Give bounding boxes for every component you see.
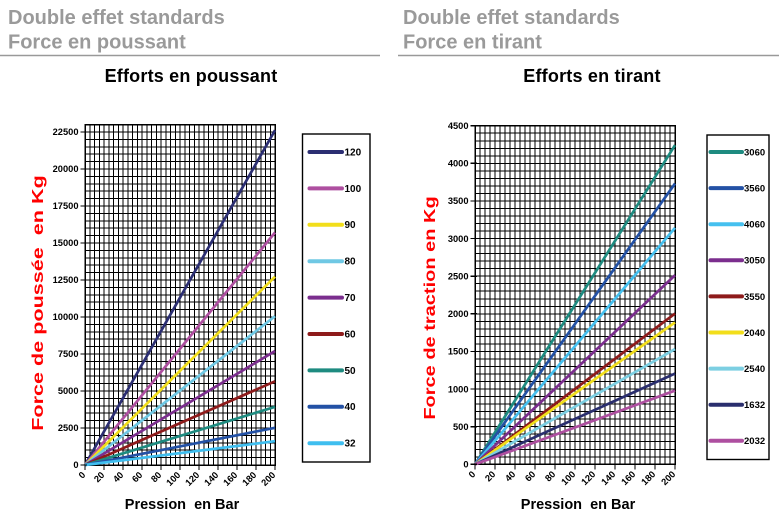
svg-text:1000: 1000	[448, 384, 469, 394]
svg-text:3000: 3000	[448, 234, 469, 244]
svg-text:7500: 7500	[58, 349, 79, 359]
svg-text:Efforts en poussant: Efforts en poussant	[105, 66, 278, 86]
svg-text:20000: 20000	[53, 164, 79, 174]
svg-text:160: 160	[221, 470, 239, 488]
svg-text:0: 0	[73, 460, 78, 470]
svg-text:60: 60	[345, 329, 357, 340]
svg-text:180: 180	[639, 469, 657, 487]
svg-text:40: 40	[345, 402, 357, 413]
svg-text:3050: 3050	[744, 256, 765, 267]
svg-text:50: 50	[345, 366, 357, 377]
svg-text:10000: 10000	[53, 312, 79, 322]
svg-text:100: 100	[164, 470, 182, 488]
svg-text:90: 90	[345, 220, 357, 231]
svg-text:Force en poussant: Force en poussant	[8, 32, 186, 54]
svg-text:80: 80	[543, 469, 557, 483]
svg-text:2500: 2500	[448, 271, 469, 281]
svg-text:3060: 3060	[744, 147, 765, 158]
svg-text:40: 40	[503, 469, 517, 483]
svg-text:Double effet standards: Double effet standards	[403, 7, 620, 29]
svg-text:Force en tirant: Force en tirant	[403, 32, 542, 54]
svg-text:0: 0	[77, 470, 88, 481]
svg-text:5000: 5000	[58, 386, 79, 396]
svg-text:100: 100	[345, 184, 362, 195]
svg-text:17500: 17500	[53, 201, 79, 211]
svg-text:Double effet standards: Double effet standards	[8, 7, 225, 29]
svg-text:Force de poussée en Kg: Force de poussée en Kg	[30, 175, 48, 431]
svg-text:20: 20	[92, 470, 106, 484]
svg-text:1632: 1632	[744, 400, 765, 411]
svg-text:40: 40	[111, 470, 125, 484]
svg-text:60: 60	[523, 469, 537, 483]
svg-text:0: 0	[463, 460, 468, 470]
svg-text:0: 0	[467, 469, 478, 480]
svg-text:Efforts en tirant: Efforts en tirant	[523, 66, 660, 86]
svg-text:3550: 3550	[744, 292, 765, 303]
svg-text:60: 60	[130, 470, 144, 484]
svg-text:2040: 2040	[744, 328, 765, 339]
svg-text:100: 100	[559, 469, 577, 487]
svg-text:2500: 2500	[58, 423, 79, 433]
svg-text:4000: 4000	[448, 159, 469, 169]
svg-text:Pression en Bar: Pression en Bar	[521, 497, 636, 513]
svg-text:80: 80	[345, 257, 357, 268]
svg-text:Force de traction en Kg: Force de traction en Kg	[421, 196, 439, 419]
svg-text:120: 120	[579, 469, 597, 487]
svg-text:3560: 3560	[744, 184, 765, 195]
svg-text:12500: 12500	[53, 275, 79, 285]
svg-text:2000: 2000	[448, 309, 469, 319]
svg-text:4500: 4500	[448, 121, 469, 131]
svg-text:20: 20	[483, 469, 497, 483]
svg-text:180: 180	[240, 470, 258, 488]
svg-text:4060: 4060	[744, 220, 765, 231]
svg-text:2540: 2540	[744, 364, 765, 375]
svg-text:120: 120	[183, 470, 201, 488]
svg-text:500: 500	[453, 422, 469, 432]
svg-text:160: 160	[619, 469, 637, 487]
svg-text:32: 32	[345, 439, 357, 450]
svg-text:80: 80	[149, 470, 163, 484]
svg-text:15000: 15000	[53, 238, 79, 248]
svg-text:70: 70	[345, 293, 357, 304]
svg-text:22500: 22500	[53, 127, 79, 137]
svg-text:3500: 3500	[448, 196, 469, 206]
svg-text:140: 140	[202, 470, 220, 488]
svg-text:2032: 2032	[744, 436, 765, 447]
svg-text:Pression en Bar: Pression en Bar	[125, 497, 240, 513]
svg-text:200: 200	[259, 470, 277, 488]
svg-text:1500: 1500	[448, 347, 469, 357]
svg-text:120: 120	[345, 147, 362, 158]
svg-text:140: 140	[599, 469, 617, 487]
svg-text:200: 200	[659, 469, 677, 487]
